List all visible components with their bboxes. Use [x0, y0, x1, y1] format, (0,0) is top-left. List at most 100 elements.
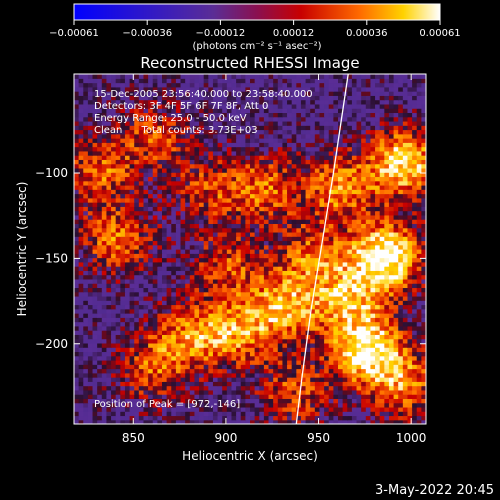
heatmap-cell — [166, 278, 172, 284]
heatmap-cell — [412, 334, 418, 340]
heatmap-cell — [300, 253, 307, 259]
heatmap-cell — [189, 351, 196, 357]
heatmap-cell — [361, 313, 367, 318]
heatmap-cell — [254, 283, 260, 289]
heatmap-cell — [83, 210, 89, 216]
heatmap-cell — [180, 236, 186, 242]
heatmap-cell — [111, 313, 117, 318]
heatmap-cell — [259, 261, 265, 267]
heatmap-cell — [384, 155, 390, 160]
heatmap-cell — [319, 402, 325, 408]
heatmap-cell — [250, 155, 256, 160]
heatmap-cell — [314, 223, 321, 229]
heatmap-cell — [407, 184, 413, 190]
heatmap-cell — [212, 394, 219, 399]
heatmap-cell — [245, 398, 251, 404]
heatmap-cell — [208, 193, 214, 199]
heatmap-cell — [78, 398, 84, 404]
heatmap-cell — [282, 359, 288, 365]
heatmap-cell — [319, 227, 325, 233]
heatmap-cell — [277, 266, 284, 271]
heatmap-cell — [254, 210, 260, 216]
heatmap-cell — [129, 142, 135, 148]
heatmap-cell — [175, 210, 182, 216]
heatmap-cell — [92, 270, 98, 276]
heatmap-cell — [97, 287, 103, 293]
heatmap-cell — [393, 189, 399, 195]
heatmap-cell — [180, 270, 186, 276]
heatmap-cell — [268, 189, 274, 195]
heatmap-cell — [78, 244, 84, 250]
heatmap-cell — [416, 402, 422, 408]
heatmap-cell — [259, 398, 265, 404]
heatmap-cell — [194, 321, 200, 327]
heatmap-cell — [287, 278, 293, 284]
heatmap-cell — [356, 325, 362, 331]
heatmap-cell — [212, 227, 219, 233]
heatmap-cell — [347, 261, 353, 267]
heatmap-cell — [222, 227, 228, 233]
heatmap-cell — [152, 231, 158, 237]
heatmap-cell — [194, 270, 200, 276]
heatmap-cell — [189, 253, 196, 259]
heatmap-cell — [236, 317, 242, 323]
heatmap-cell — [203, 359, 209, 365]
heatmap-cell — [222, 193, 228, 199]
heatmap-cell — [171, 206, 177, 212]
heatmap-cell — [370, 304, 376, 310]
heatmap-cell — [379, 193, 385, 199]
heatmap-cell — [407, 180, 413, 186]
heatmap-cell — [356, 253, 362, 259]
heatmap-cell — [74, 214, 80, 220]
heatmap-cell — [361, 283, 367, 289]
heatmap-cell — [180, 364, 186, 370]
heatmap-cell — [250, 295, 256, 301]
heatmap-cell — [347, 223, 353, 229]
heatmap-cell — [217, 385, 223, 391]
heatmap-cell — [240, 249, 246, 254]
heatmap-cell — [370, 202, 376, 207]
heatmap-cell — [296, 214, 302, 220]
heatmap-cell — [277, 150, 284, 156]
heatmap-cell — [296, 193, 302, 199]
heatmap-cell — [375, 283, 381, 289]
heatmap-cell — [92, 253, 98, 259]
heatmap-cell — [361, 325, 367, 331]
heatmap-cell — [310, 236, 316, 242]
heatmap-cell — [338, 219, 344, 224]
heatmap-cell — [171, 210, 177, 216]
heatmap-cell — [393, 325, 399, 331]
heatmap-cell — [347, 227, 353, 233]
heatmap-cell — [416, 325, 422, 331]
heatmap-cell — [115, 347, 121, 353]
heatmap-cell — [416, 146, 422, 152]
heatmap-cell — [92, 197, 98, 203]
heatmap-cell — [217, 146, 223, 152]
heatmap-cell — [92, 330, 98, 335]
heatmap-cell — [245, 308, 251, 314]
heatmap-cell — [175, 364, 182, 370]
heatmap-cell — [412, 321, 418, 327]
heatmap-cell — [143, 364, 149, 370]
heatmap-cell — [87, 257, 94, 263]
heatmap-cell — [106, 359, 112, 365]
heatmap-cell — [97, 146, 103, 152]
heatmap-cell — [157, 334, 163, 340]
heatmap-cell — [273, 189, 279, 195]
heatmap-cell — [124, 295, 131, 301]
heatmap-cell — [333, 257, 339, 263]
heatmap-cell — [333, 406, 339, 412]
heatmap-cell — [120, 364, 126, 370]
heatmap-cell — [143, 283, 149, 289]
heatmap-cell — [175, 249, 182, 254]
heatmap-cell — [162, 227, 168, 233]
heatmap-cell — [189, 394, 196, 399]
heatmap-cell — [115, 172, 121, 178]
heatmap-cell — [287, 334, 293, 340]
heatmap-cell — [111, 197, 117, 203]
heatmap-cell — [231, 381, 237, 387]
heatmap-cell — [115, 411, 121, 417]
heatmap-cell — [291, 411, 297, 417]
heatmap-cell — [361, 180, 367, 186]
heatmap-cell — [180, 377, 186, 382]
